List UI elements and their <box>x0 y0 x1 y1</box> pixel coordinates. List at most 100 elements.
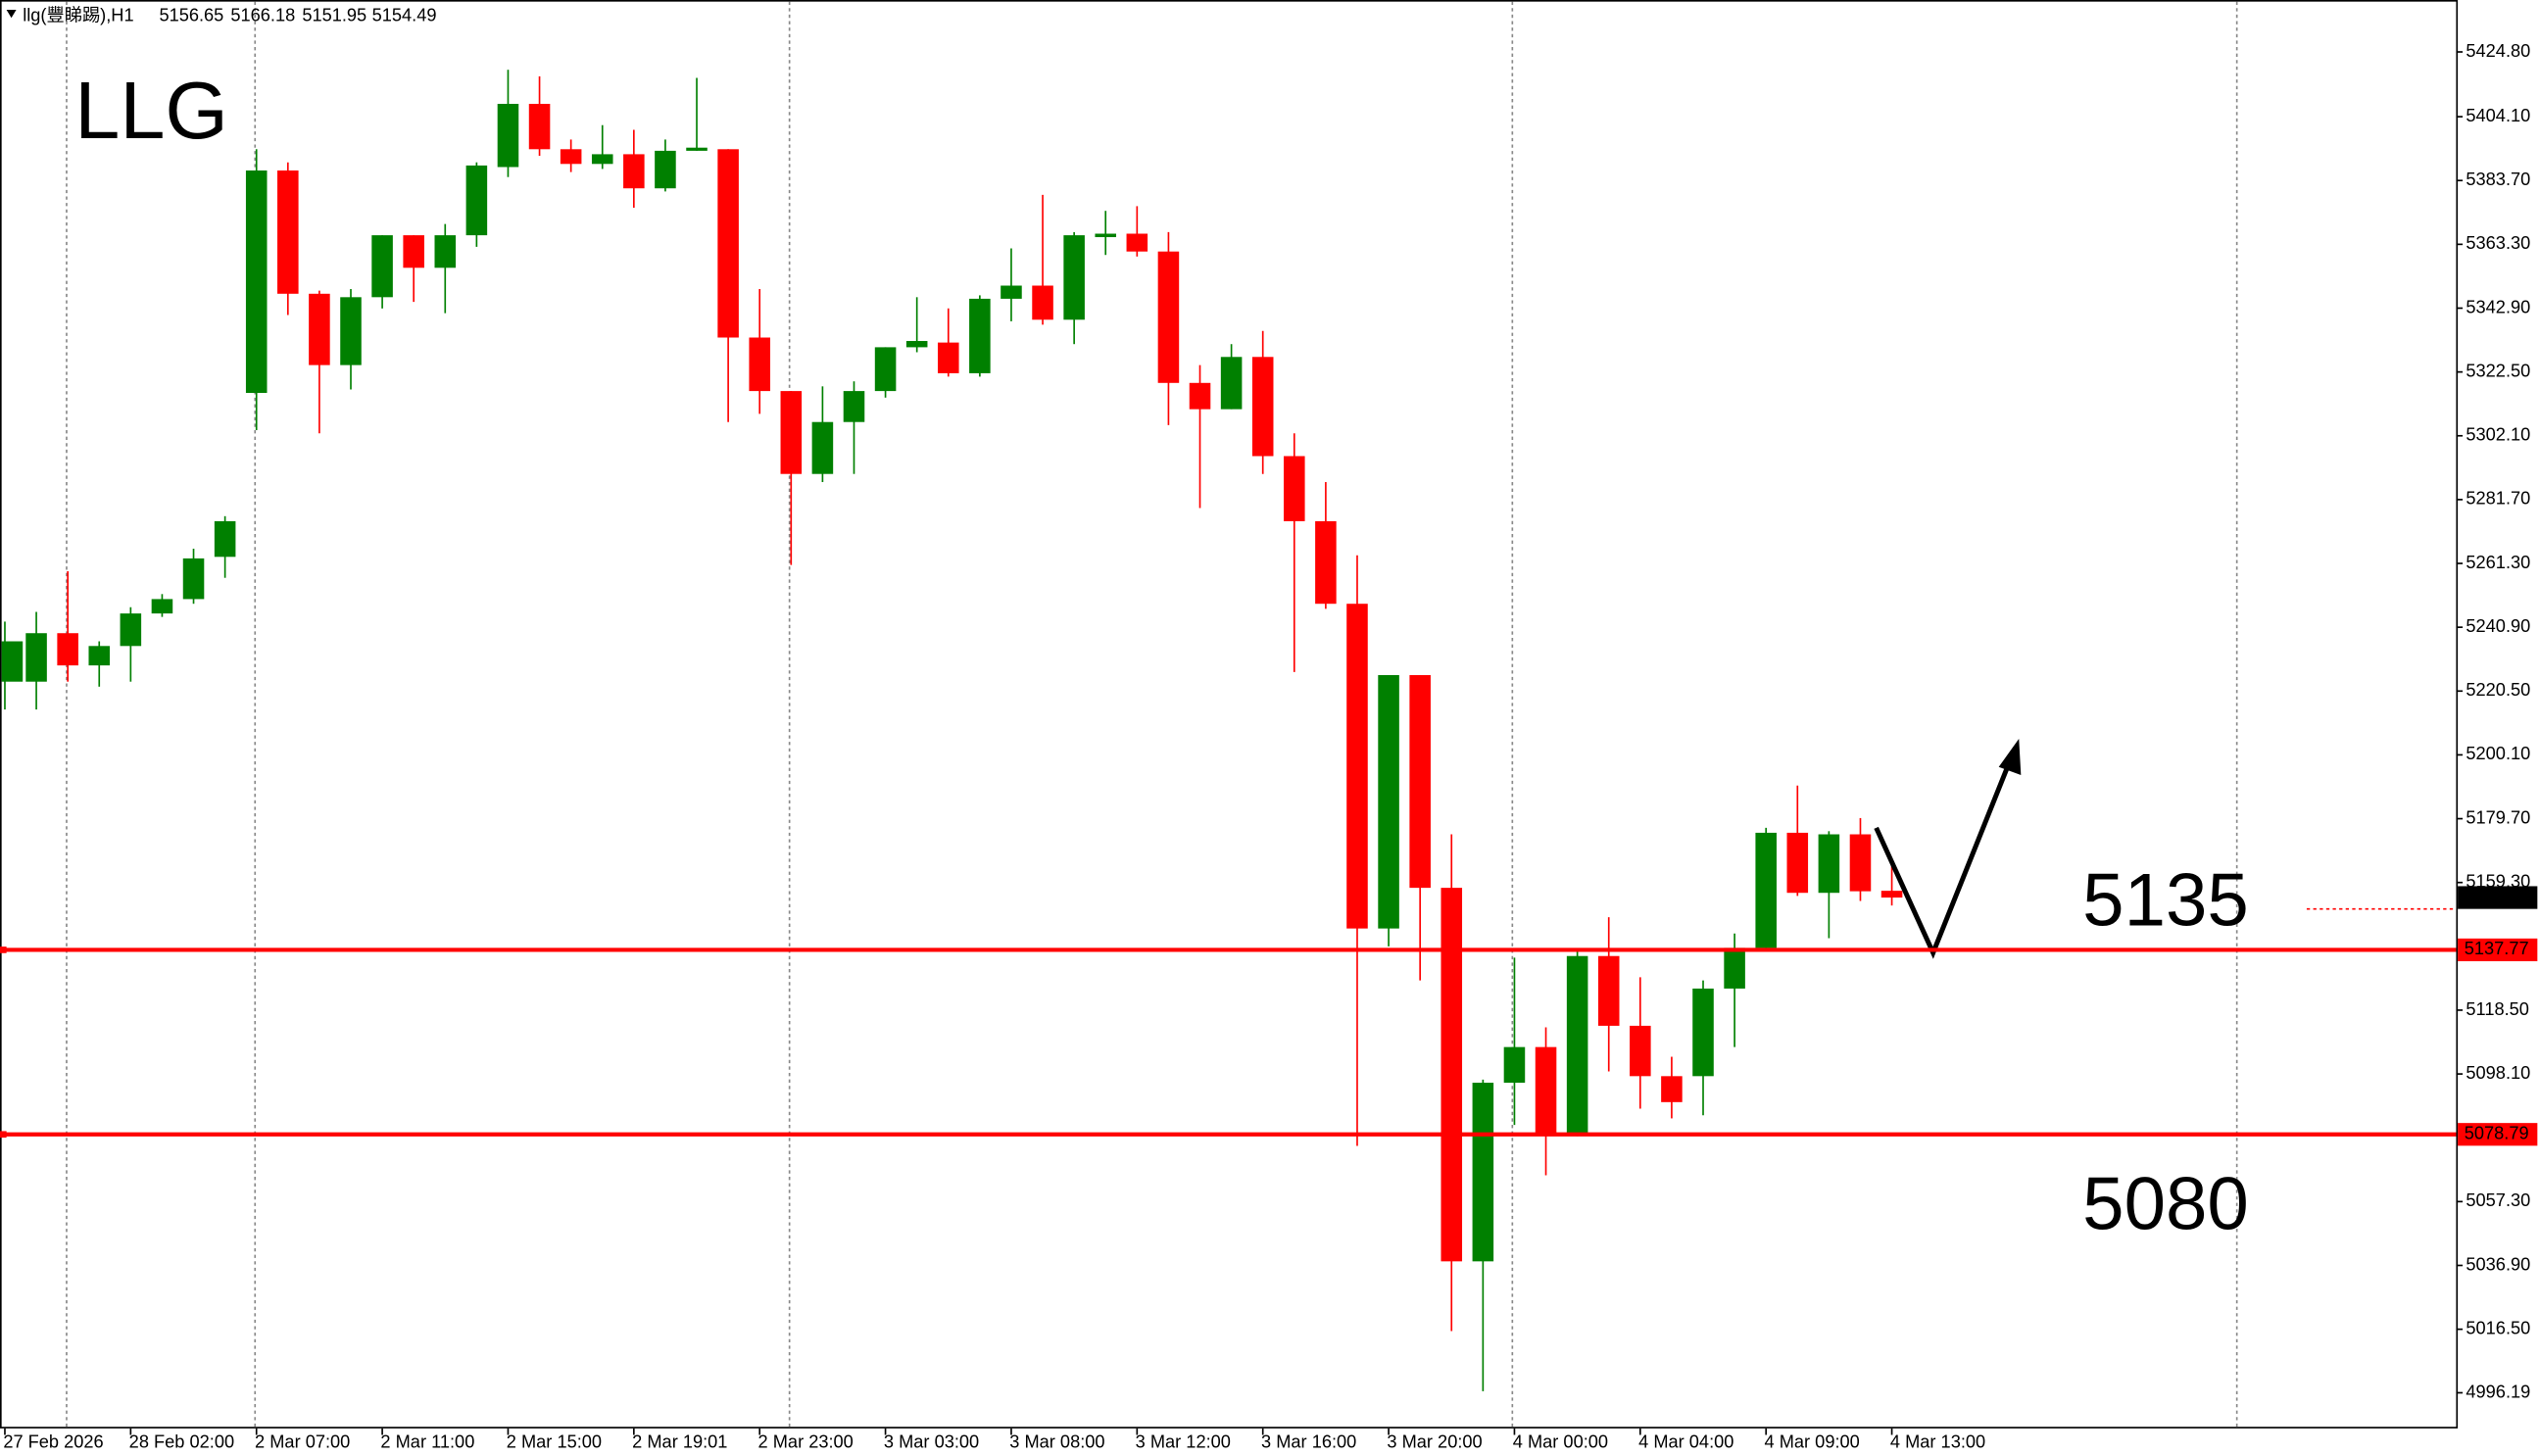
x-tick-label: 2 Mar 11:00 <box>380 1432 474 1452</box>
candle-body <box>151 599 173 614</box>
candle-body <box>1661 1076 1683 1102</box>
candle-body <box>937 342 959 373</box>
candle-body <box>309 293 330 365</box>
candle-body <box>497 104 519 168</box>
candle-body <box>277 170 299 294</box>
symbol: llg(豐睇踢),H1 <box>23 5 133 24</box>
y-tick-label: 5200.10 <box>2466 744 2530 763</box>
y-tick-label: 5302.10 <box>2466 425 2530 445</box>
candle-body <box>1724 947 1745 989</box>
candle-body <box>465 165 488 236</box>
current-price-label: 5154.49 <box>2465 887 2529 906</box>
candle-body <box>1157 251 1180 383</box>
candle-body <box>843 391 865 422</box>
candle-body <box>1472 1083 1494 1262</box>
candle-body <box>1346 604 1368 929</box>
x-tick-label: 2 Mar 23:00 <box>758 1432 854 1452</box>
y-tick-label: 5057.30 <box>2466 1190 2530 1210</box>
candle-body <box>340 297 362 365</box>
x-tick-label: 2 Mar 19:01 <box>632 1432 727 1452</box>
candle-body <box>403 235 424 268</box>
candle-body <box>969 298 991 373</box>
candle-body <box>1692 988 1714 1077</box>
candle-body <box>1001 285 1022 299</box>
candle-body <box>1126 233 1148 252</box>
marks <box>1 70 1903 1391</box>
candle-body <box>1251 357 1274 457</box>
candle-body <box>1 641 24 682</box>
candle-body <box>1566 955 1588 1134</box>
level-price-label: 5137.77 <box>2465 939 2529 958</box>
candle-body <box>1755 832 1777 948</box>
candle-body <box>120 613 142 647</box>
x-tick-label: 4 Mar 04:00 <box>1638 1432 1733 1452</box>
candle-body <box>1503 1046 1526 1084</box>
x-tick-label: 3 Mar 08:00 <box>1009 1432 1104 1452</box>
y-tick-label: 5261.30 <box>2466 553 2530 572</box>
x-tick-label: 28 Feb 02:00 <box>129 1432 234 1452</box>
candle-body <box>749 337 770 392</box>
candle-body <box>1535 1046 1557 1134</box>
x-tick-label: 4 Mar 09:00 <box>1765 1432 1860 1452</box>
y-tick-label: 5220.50 <box>2466 680 2530 700</box>
x-tick-label: 2 Mar 15:00 <box>507 1432 602 1452</box>
y-tick-label: 5281.70 <box>2466 489 2530 509</box>
candle-body <box>780 391 803 474</box>
candle-body <box>182 558 205 600</box>
current-price-box <box>2458 886 2538 909</box>
candle-body <box>623 154 645 189</box>
candle-body <box>591 154 613 165</box>
level-price-box <box>2458 938 2538 962</box>
annotation: 5080 <box>2082 1162 2249 1245</box>
candle-body <box>25 633 47 682</box>
y-tick-label: 5342.90 <box>2466 297 2530 316</box>
header-high: 5166.18 <box>230 5 295 24</box>
candle-body <box>1630 1025 1651 1077</box>
chart-title: LLG <box>74 65 228 156</box>
candle-body <box>1095 233 1117 238</box>
candle-body <box>88 646 111 666</box>
x-tick-label: 3 Mar 20:00 <box>1387 1432 1482 1452</box>
y-tick-label: 5322.50 <box>2466 361 2530 380</box>
plot-frame <box>0 0 2459 1429</box>
candle-body <box>1189 382 1211 410</box>
candle-body <box>1880 891 1903 898</box>
menu-triangle[interactable] <box>6 9 17 19</box>
candle-body <box>1032 285 1053 320</box>
y-tick-label: 5036.90 <box>2466 1254 2530 1274</box>
x-tick-label: 3 Mar 03:00 <box>884 1432 979 1452</box>
header-close: 5154.49 <box>372 5 437 24</box>
y-tick-label: 5098.10 <box>2466 1063 2530 1083</box>
candle-body <box>1315 520 1337 605</box>
header-open: 5156.65 <box>159 5 223 24</box>
x-tick-label: 27 Feb 2026 <box>3 1432 103 1452</box>
candle-body <box>717 149 739 338</box>
candle-body <box>1284 456 1305 521</box>
arrow <box>1874 749 2017 959</box>
y-tick-label: 5016.50 <box>2466 1318 2530 1337</box>
x-tick-label: 3 Mar 16:00 <box>1261 1432 1356 1452</box>
candle-body <box>686 147 708 151</box>
candle-body <box>1597 955 1620 1026</box>
level-price-box <box>2458 1123 2538 1146</box>
candle-body <box>1786 832 1809 894</box>
y-tick-label: 4996.19 <box>2466 1382 2530 1401</box>
candle-body <box>1378 675 1399 929</box>
x-tick-label: 3 Mar 12:00 <box>1136 1432 1231 1452</box>
candle-body <box>245 170 268 394</box>
candle-body <box>1063 235 1085 320</box>
candle-body <box>655 150 676 189</box>
candle-body <box>905 341 928 348</box>
candle-body <box>1409 675 1431 889</box>
y-tick-label: 5383.70 <box>2466 170 2530 189</box>
level-handle <box>0 1131 7 1139</box>
candle-body <box>811 421 834 474</box>
y-tick-label: 5179.70 <box>2466 807 2530 827</box>
y-tick-label: 5363.30 <box>2466 233 2530 253</box>
candle-body <box>528 104 551 150</box>
candle-body <box>874 347 897 392</box>
x-tick-label: 4 Mar 00:00 <box>1513 1432 1608 1452</box>
candle-body <box>1220 357 1243 410</box>
